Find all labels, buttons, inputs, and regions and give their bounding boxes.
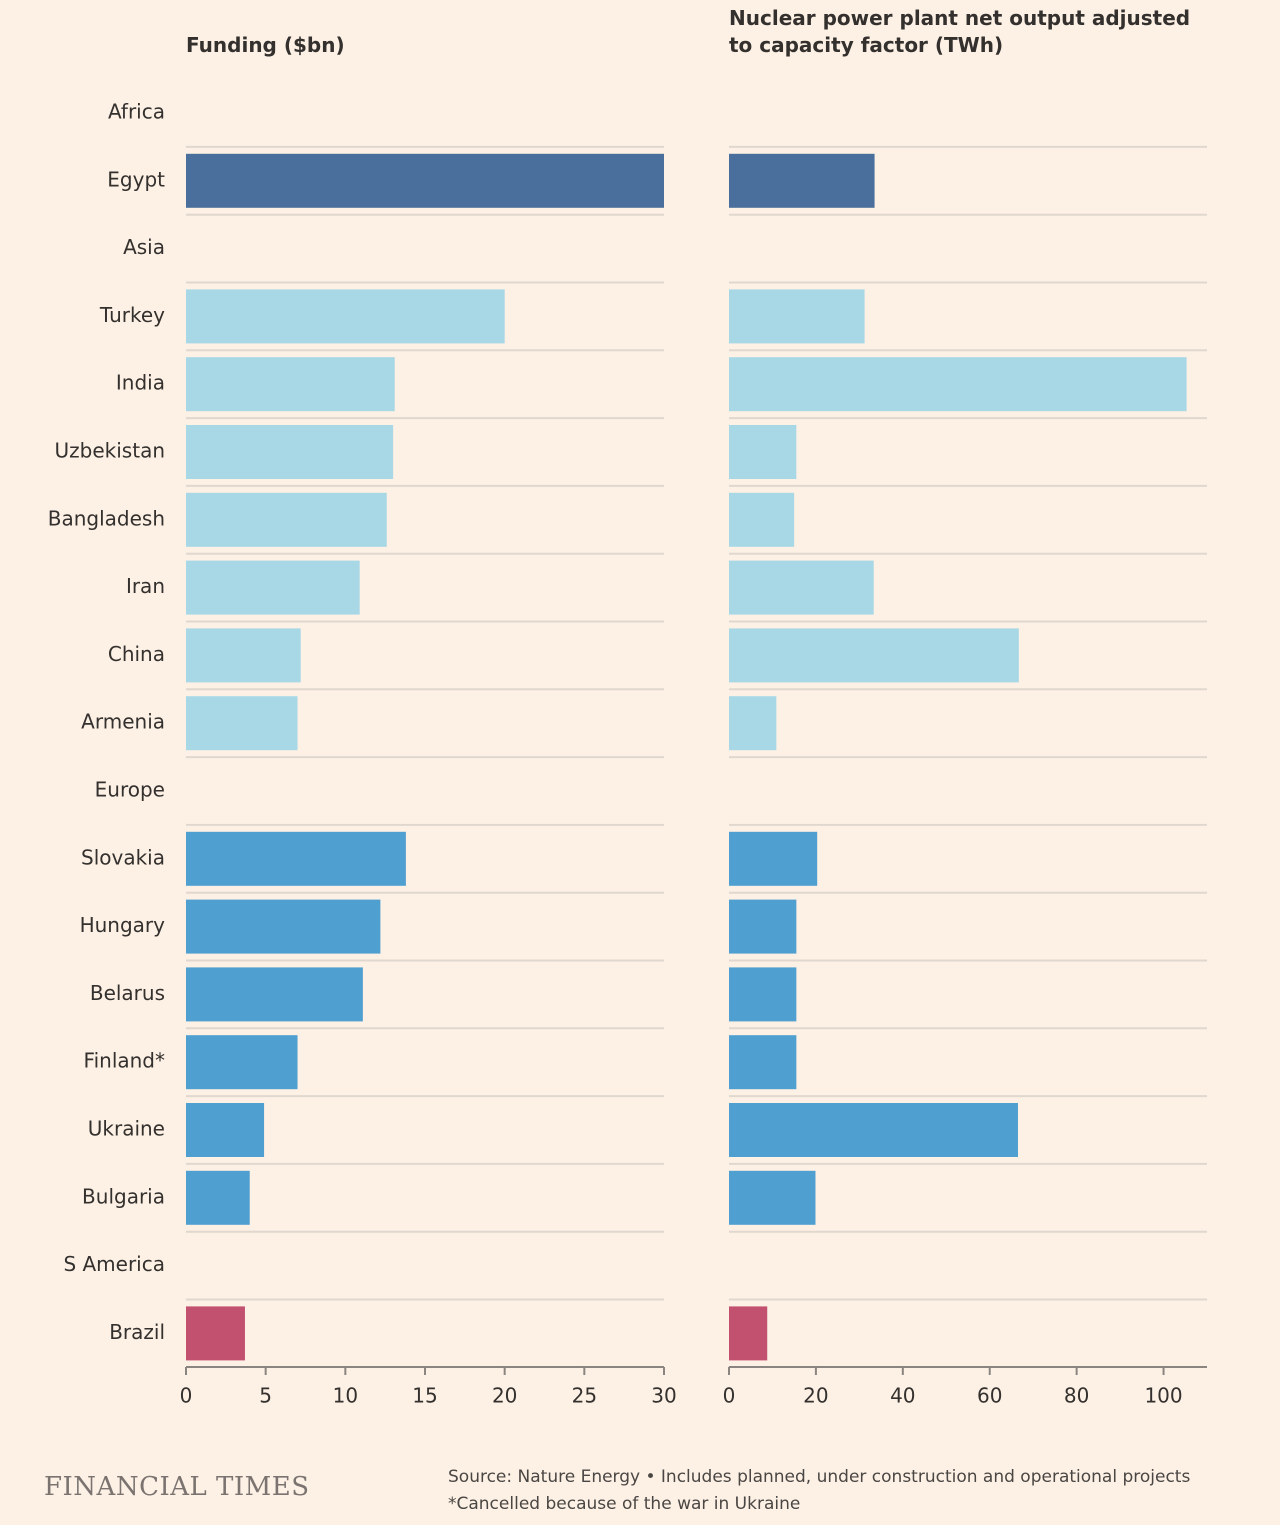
x-tick-label: 40 (890, 1384, 915, 1408)
x-tick-label: 20 (492, 1384, 517, 1408)
bar (729, 425, 797, 479)
category-label: S America (63, 1252, 165, 1276)
bar (729, 628, 1019, 683)
x-tick-label: 15 (412, 1384, 437, 1408)
bar (729, 1035, 797, 1090)
bar (729, 831, 818, 886)
category-label: Asia (123, 235, 165, 259)
x-tick-label: 0 (180, 1384, 193, 1408)
bar (729, 560, 874, 615)
bar (186, 1170, 250, 1225)
x-tick-label: 20 (803, 1384, 828, 1408)
x-tick-label: 10 (333, 1384, 358, 1408)
category-label: Armenia (81, 710, 165, 734)
bar (729, 1103, 1018, 1157)
category-label: Iran (126, 574, 165, 598)
bar (186, 696, 298, 751)
bar (186, 492, 387, 547)
panel-title: Nuclear power plant net output adjusted … (729, 6, 1191, 57)
category-label: Ukraine (88, 1117, 165, 1141)
bar (186, 153, 664, 208)
category-label: Belarus (90, 981, 165, 1005)
x-tick-label: 5 (259, 1384, 272, 1408)
category-label: Hungary (80, 913, 166, 937)
bar (186, 1306, 245, 1361)
bar (729, 492, 795, 547)
bar (186, 289, 505, 344)
x-tick-label: 25 (572, 1384, 597, 1408)
x-tick-label: 30 (651, 1384, 676, 1408)
category-label: Turkey (99, 303, 165, 327)
category-label: Slovakia (81, 845, 165, 869)
category-label: Egypt (107, 167, 165, 191)
bar (186, 560, 360, 615)
x-tick-label: 100 (1144, 1384, 1182, 1408)
bar (729, 357, 1187, 412)
bar (729, 153, 875, 208)
source: Source: Nature Energy • Includes planned… (448, 1467, 1191, 1487)
category-label: Uzbekistan (55, 439, 165, 463)
x-tick-label: 0 (723, 1384, 736, 1408)
bar (186, 899, 381, 954)
bar (729, 289, 865, 344)
category-label: Africa (108, 100, 165, 124)
bar (729, 696, 777, 751)
x-tick-label: 60 (977, 1384, 1002, 1408)
bar (729, 967, 797, 1022)
bar (729, 899, 797, 954)
category-label: Bulgaria (82, 1184, 165, 1208)
bar (186, 831, 406, 886)
panel-title: Funding ($bn) (186, 33, 345, 57)
bar (186, 357, 395, 412)
bar (729, 1170, 816, 1225)
chart: Africa Egypt Asia Turkey India Uzbekistan Bang… (48, 100, 1207, 1408)
bar (186, 1103, 265, 1157)
category-label: Bangladesh (48, 506, 165, 530)
x-tick-label: 80 (1064, 1384, 1089, 1408)
category-label: Brazil (109, 1320, 165, 1344)
category-label: India (116, 371, 165, 395)
bar (186, 425, 394, 479)
note: *Cancelled because of the war in Ukraine (448, 1494, 801, 1514)
brand: FINANCIAL TIMES (44, 1472, 310, 1502)
bar (186, 1035, 298, 1090)
bar (729, 1306, 768, 1361)
bar (186, 967, 363, 1022)
category-label: China (108, 642, 165, 666)
category-label: Finland* (84, 1049, 165, 1073)
category-label: Europe (95, 778, 165, 802)
bar (186, 628, 301, 683)
